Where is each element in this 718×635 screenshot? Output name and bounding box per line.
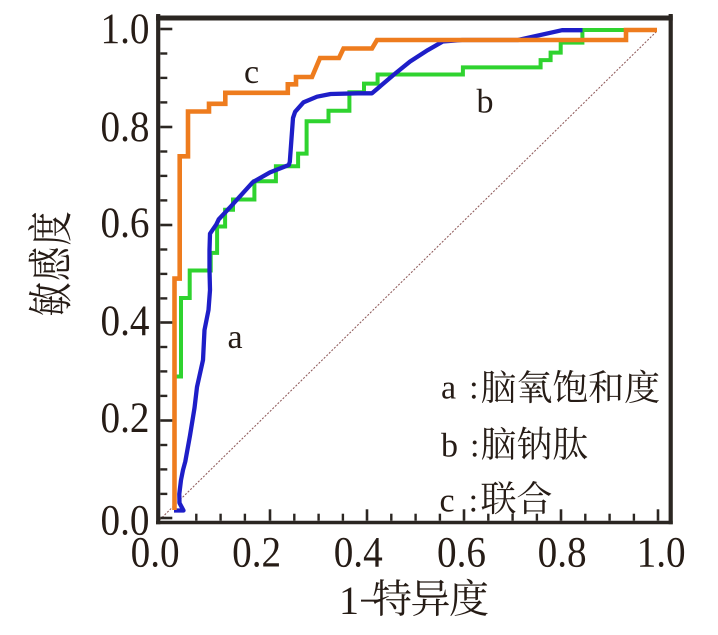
- svg-text:0.2: 0.2: [101, 394, 150, 442]
- svg-text:0.2: 0.2: [232, 528, 281, 576]
- svg-text:0.6: 0.6: [437, 528, 486, 576]
- svg-text:1.0: 1.0: [637, 528, 686, 576]
- svg-text:0.8: 0.8: [538, 528, 587, 576]
- svg-text:0.0: 0.0: [131, 528, 180, 576]
- svg-text:0.6: 0.6: [101, 199, 150, 247]
- svg-text:c: c: [244, 54, 259, 91]
- svg-text:b: b: [477, 84, 494, 121]
- svg-text:0.0: 0.0: [101, 497, 150, 545]
- svg-text:a: a: [228, 319, 243, 356]
- svg-text:1.0: 1.0: [101, 5, 150, 53]
- svg-text:0.4: 0.4: [101, 297, 150, 345]
- svg-text:0.4: 0.4: [334, 528, 383, 576]
- svg-text:0.8: 0.8: [101, 103, 150, 151]
